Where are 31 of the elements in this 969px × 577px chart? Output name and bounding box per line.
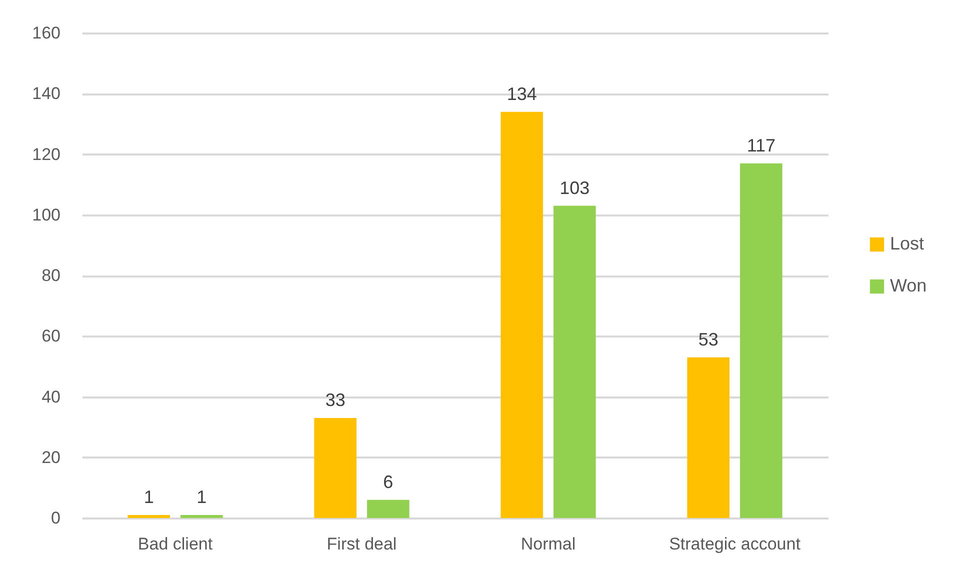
y-tick-label: 160: [32, 24, 60, 42]
data-label: 117: [746, 135, 776, 156]
data-label: 53: [698, 329, 718, 350]
bar: [180, 514, 223, 518]
x-tick-label: First deal: [326, 534, 397, 554]
data-label: 6: [383, 472, 394, 492]
legend-label: Won: [890, 276, 927, 296]
bar: [740, 163, 782, 518]
data-label: 134: [506, 84, 537, 104]
x-tick-label: Bad client: [138, 534, 213, 554]
data-label: 1: [144, 486, 154, 507]
data-label: 33: [325, 390, 346, 410]
bar: [314, 418, 356, 518]
bar: [367, 500, 410, 518]
y-tick-label: 20: [42, 448, 60, 467]
bar: [128, 514, 170, 518]
legend-label: Lost: [890, 234, 924, 254]
y-tick-label: 100: [32, 205, 60, 224]
bar: [500, 112, 543, 518]
bar: [687, 357, 730, 518]
y-tick-label: 0: [51, 508, 60, 528]
x-tick-label: Normal: [520, 534, 576, 554]
x-tick-label: Strategic account: [669, 534, 801, 554]
data-label: 1: [196, 486, 207, 507]
y-tick-label: 120: [32, 144, 60, 164]
y-tick-label: 60: [42, 326, 60, 346]
bar: [554, 206, 596, 518]
y-tick-label: 80: [42, 266, 60, 285]
data-label: 103: [560, 178, 590, 198]
y-tick-label: 40: [42, 387, 60, 406]
y-tick-label: 140: [32, 84, 60, 104]
